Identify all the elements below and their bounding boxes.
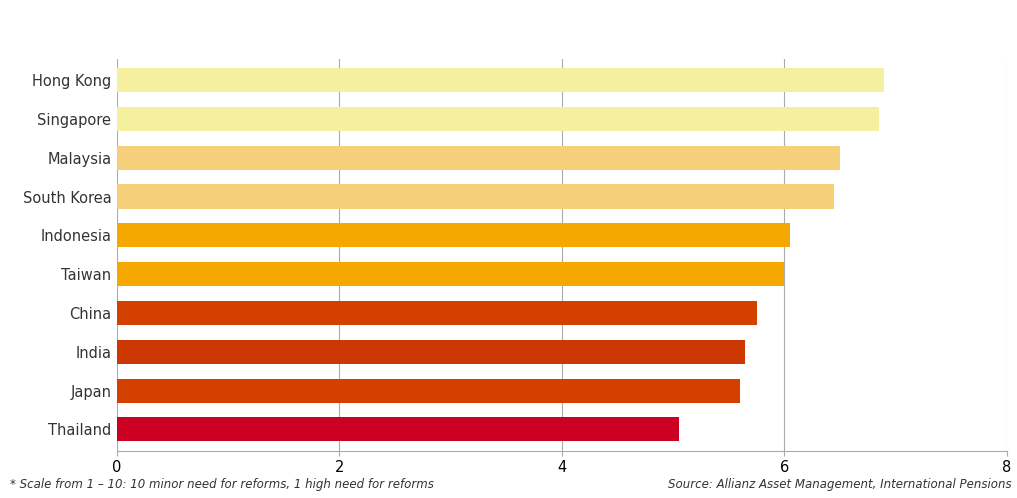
Text: * Scale from 1 – 10: 10 minor need for reforms, 1 high need for reforms: * Scale from 1 – 10: 10 minor need for r… [10,478,434,491]
Bar [117,417,678,441]
Bar [117,301,757,325]
Text: Source: Allianz Asset Management, International Pensions: Source: Allianz Asset Management, Intern… [668,478,1012,491]
Bar [117,223,790,248]
Bar [117,378,740,402]
Bar [117,107,879,131]
Bar [117,146,840,170]
Bar [117,184,834,209]
Bar [117,340,745,364]
Text: 2014 Pension Sustainability Index for selected countries in Asia: 2014 Pension Sustainability Index for se… [158,17,859,36]
Bar [117,262,784,286]
Bar [117,68,885,92]
